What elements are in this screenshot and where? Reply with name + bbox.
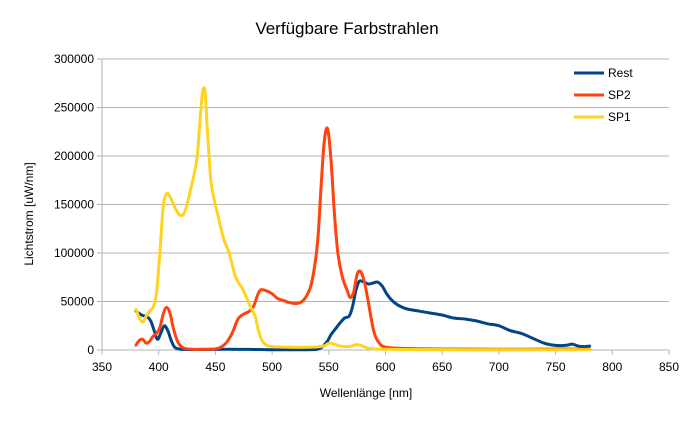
legend-label: SP1 [608, 110, 631, 124]
x-tick-label: 450 [205, 360, 225, 374]
x-tick-label: 600 [375, 360, 395, 374]
x-axis-label: Wellenlänge [nm] [320, 386, 413, 400]
tick-labels: 0 50000 100000 150000 200000 250000 300000 350 4… [54, 52, 679, 374]
x-tick-label: 500 [262, 360, 282, 374]
y-tick-label: 150000 [54, 198, 94, 212]
x-tick-label: 700 [489, 360, 509, 374]
x-tick-label: 350 [92, 360, 112, 374]
y-tick-label: 200000 [54, 149, 94, 163]
legend-label: Rest [608, 66, 633, 80]
x-tick-label: 400 [149, 360, 169, 374]
series-line-sp2 [134, 126, 592, 351]
y-tick-label: 50000 [61, 295, 95, 309]
x-tick-label: 850 [659, 360, 679, 374]
y-tick-label: 300000 [54, 52, 94, 66]
series-line-sp1 [134, 86, 592, 352]
chart-title: Verfügbare Farbstrahlen [255, 19, 438, 38]
series-lines [134, 86, 592, 352]
x-tick-label: 650 [432, 360, 452, 374]
x-tick-label: 750 [546, 360, 566, 374]
y-axis-label: Lichtstrom [uW/nm] [22, 162, 36, 265]
y-tick-label: 0 [87, 343, 94, 357]
x-tick-label: 800 [602, 360, 622, 374]
y-tick-label: 100000 [54, 246, 94, 260]
legend: Rest SP2 SP1 [574, 66, 633, 124]
y-tick-label: 250000 [54, 101, 94, 115]
legend-label: SP2 [608, 88, 631, 102]
x-tick-label: 550 [319, 360, 339, 374]
